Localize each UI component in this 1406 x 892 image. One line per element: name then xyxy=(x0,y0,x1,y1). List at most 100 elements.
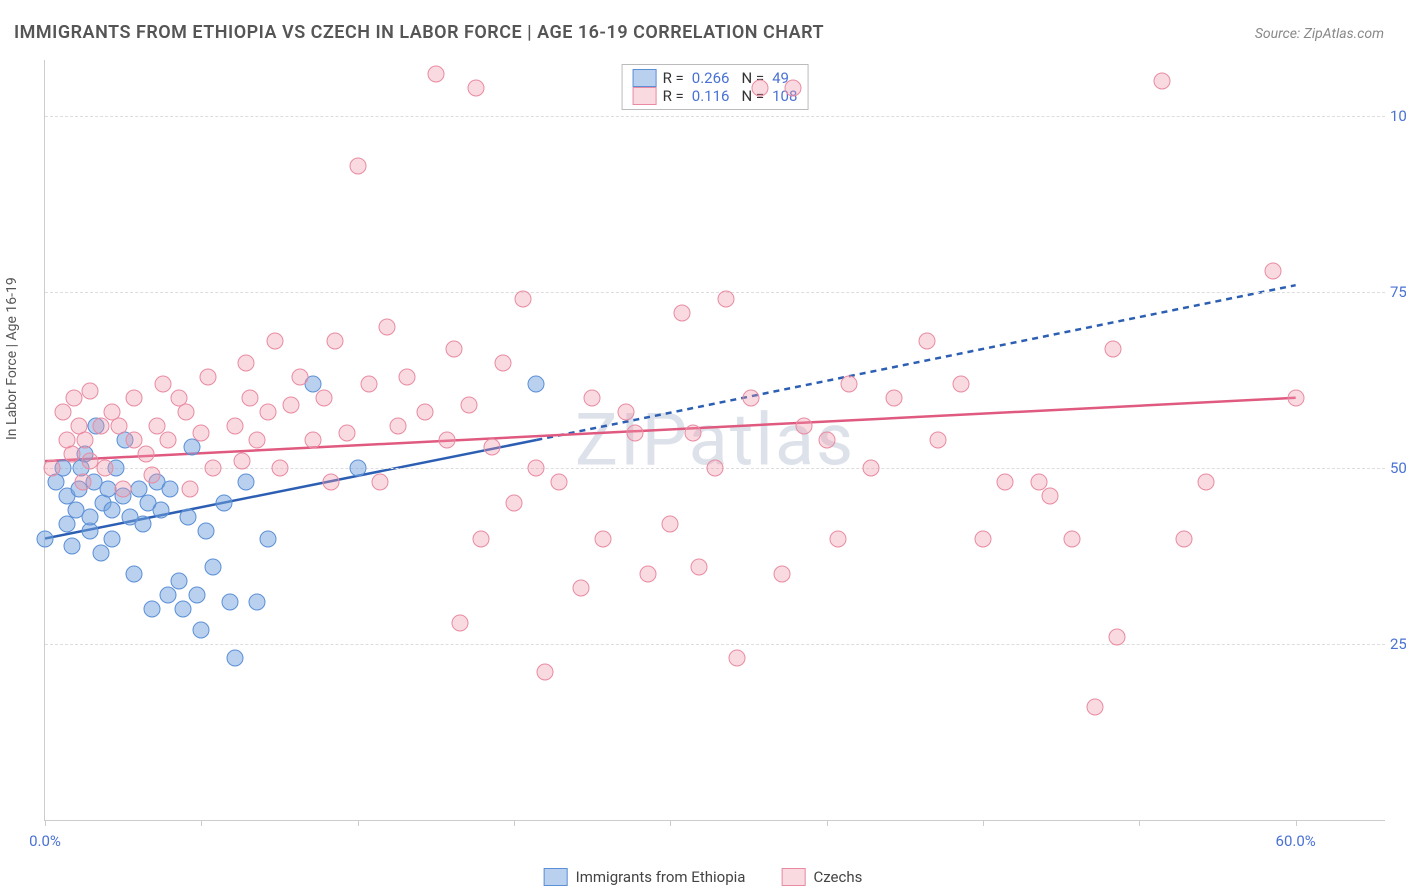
trend-lines-layer xyxy=(45,60,1385,820)
legend-r-value: 0.266 xyxy=(692,69,730,87)
scatter-point-czechs xyxy=(77,432,94,449)
gridline-horizontal xyxy=(45,116,1385,117)
scatter-point-czechs xyxy=(137,446,154,463)
scatter-point-ethiopia xyxy=(238,474,255,491)
scatter-point-czechs xyxy=(573,579,590,596)
scatter-point-ethiopia xyxy=(81,509,98,526)
scatter-point-czechs xyxy=(617,403,634,420)
scatter-chart: ZIPatlas R =0.266N =49R =0.116N =108 25.… xyxy=(44,60,1385,821)
scatter-point-czechs xyxy=(327,333,344,350)
correlation-legend: R =0.266N =49R =0.116N =108 xyxy=(622,64,809,110)
scatter-point-czechs xyxy=(550,474,567,491)
scatter-point-ethiopia xyxy=(249,593,266,610)
scatter-point-czechs xyxy=(92,417,109,434)
scatter-point-czechs xyxy=(528,460,545,477)
legend-row-czechs: R =0.116N =108 xyxy=(633,87,798,105)
scatter-point-czechs xyxy=(445,340,462,357)
scatter-point-czechs xyxy=(1153,73,1170,90)
x-tick xyxy=(1296,820,1297,826)
x-tick xyxy=(514,820,515,826)
scatter-point-ethiopia xyxy=(197,523,214,540)
scatter-point-czechs xyxy=(472,530,489,547)
scatter-point-czechs xyxy=(260,403,277,420)
scatter-point-czechs xyxy=(416,403,433,420)
scatter-point-czechs xyxy=(461,396,478,413)
scatter-point-czechs xyxy=(1109,629,1126,646)
scatter-point-czechs xyxy=(975,530,992,547)
legend-row-ethiopia: R =0.266N =49 xyxy=(633,69,798,87)
x-tick xyxy=(827,820,828,826)
y-axis-label: In Labor Force | Age 16-19 xyxy=(4,277,20,440)
scatter-point-czechs xyxy=(1265,263,1282,280)
scatter-point-czechs xyxy=(841,375,858,392)
scatter-point-czechs xyxy=(238,354,255,371)
legend-swatch-icon xyxy=(633,87,657,105)
scatter-point-czechs xyxy=(468,80,485,97)
scatter-point-czechs xyxy=(514,291,531,308)
scatter-point-ethiopia xyxy=(126,565,143,582)
scatter-point-czechs xyxy=(66,389,83,406)
scatter-point-czechs xyxy=(43,460,60,477)
y-tick-label: 75.0% xyxy=(1390,283,1406,301)
scatter-point-ethiopia xyxy=(215,495,232,512)
scatter-point-czechs xyxy=(452,614,469,631)
scatter-point-czechs xyxy=(193,424,210,441)
scatter-point-czechs xyxy=(829,530,846,547)
bottom-legend-label: Czechs xyxy=(813,868,862,886)
scatter-point-czechs xyxy=(144,467,161,484)
scatter-point-czechs xyxy=(691,558,708,575)
scatter-point-czechs xyxy=(54,403,71,420)
scatter-point-czechs xyxy=(427,66,444,83)
scatter-point-czechs xyxy=(1104,340,1121,357)
scatter-point-ethiopia xyxy=(135,516,152,533)
scatter-point-ethiopia xyxy=(528,375,545,392)
gridline-horizontal xyxy=(45,644,1385,645)
x-tick xyxy=(1139,820,1140,826)
scatter-point-ethiopia xyxy=(188,586,205,603)
page-title: IMMIGRANTS FROM ETHIOPIA VS CZECH IN LAB… xyxy=(14,22,824,43)
scatter-point-czechs xyxy=(126,389,143,406)
scatter-point-czechs xyxy=(74,474,91,491)
scatter-point-czechs xyxy=(1042,488,1059,505)
series-legend: Immigrants from Ethiopia Czechs xyxy=(544,868,863,886)
scatter-point-czechs xyxy=(159,432,176,449)
y-tick-label: 50.0% xyxy=(1390,459,1406,477)
scatter-point-ethiopia xyxy=(204,558,221,575)
scatter-point-czechs xyxy=(267,333,284,350)
scatter-point-czechs xyxy=(1287,389,1304,406)
scatter-point-czechs xyxy=(372,474,389,491)
scatter-point-czechs xyxy=(271,460,288,477)
scatter-point-czechs xyxy=(662,516,679,533)
scatter-point-czechs xyxy=(537,664,554,681)
scatter-point-czechs xyxy=(818,432,835,449)
scatter-point-czechs xyxy=(81,453,98,470)
scatter-point-czechs xyxy=(640,565,657,582)
scatter-point-czechs xyxy=(200,368,217,385)
scatter-point-ethiopia xyxy=(193,622,210,639)
scatter-point-czechs xyxy=(997,474,1014,491)
bottom-legend-label: Immigrants from Ethiopia xyxy=(576,868,746,886)
scatter-point-czechs xyxy=(742,389,759,406)
scatter-point-czechs xyxy=(863,460,880,477)
legend-swatch-icon xyxy=(544,868,568,886)
x-tick xyxy=(201,820,202,826)
scatter-point-czechs xyxy=(233,453,250,470)
scatter-point-czechs xyxy=(97,460,114,477)
scatter-point-czechs xyxy=(718,291,735,308)
scatter-point-czechs xyxy=(322,474,339,491)
scatter-point-czechs xyxy=(483,439,500,456)
scatter-point-czechs xyxy=(584,389,601,406)
legend-r-value: 0.116 xyxy=(692,87,730,105)
scatter-point-czechs xyxy=(626,424,643,441)
scatter-point-czechs xyxy=(930,432,947,449)
scatter-point-czechs xyxy=(919,333,936,350)
x-tick-label: 0.0% xyxy=(29,832,61,850)
scatter-point-czechs xyxy=(338,424,355,441)
scatter-point-czechs xyxy=(81,382,98,399)
scatter-point-ethiopia xyxy=(226,650,243,667)
scatter-point-czechs xyxy=(1176,530,1193,547)
scatter-point-czechs xyxy=(360,375,377,392)
source-attribution: Source: ZipAtlas.com xyxy=(1255,26,1384,42)
scatter-point-ethiopia xyxy=(37,530,54,547)
scatter-point-czechs xyxy=(115,481,132,498)
